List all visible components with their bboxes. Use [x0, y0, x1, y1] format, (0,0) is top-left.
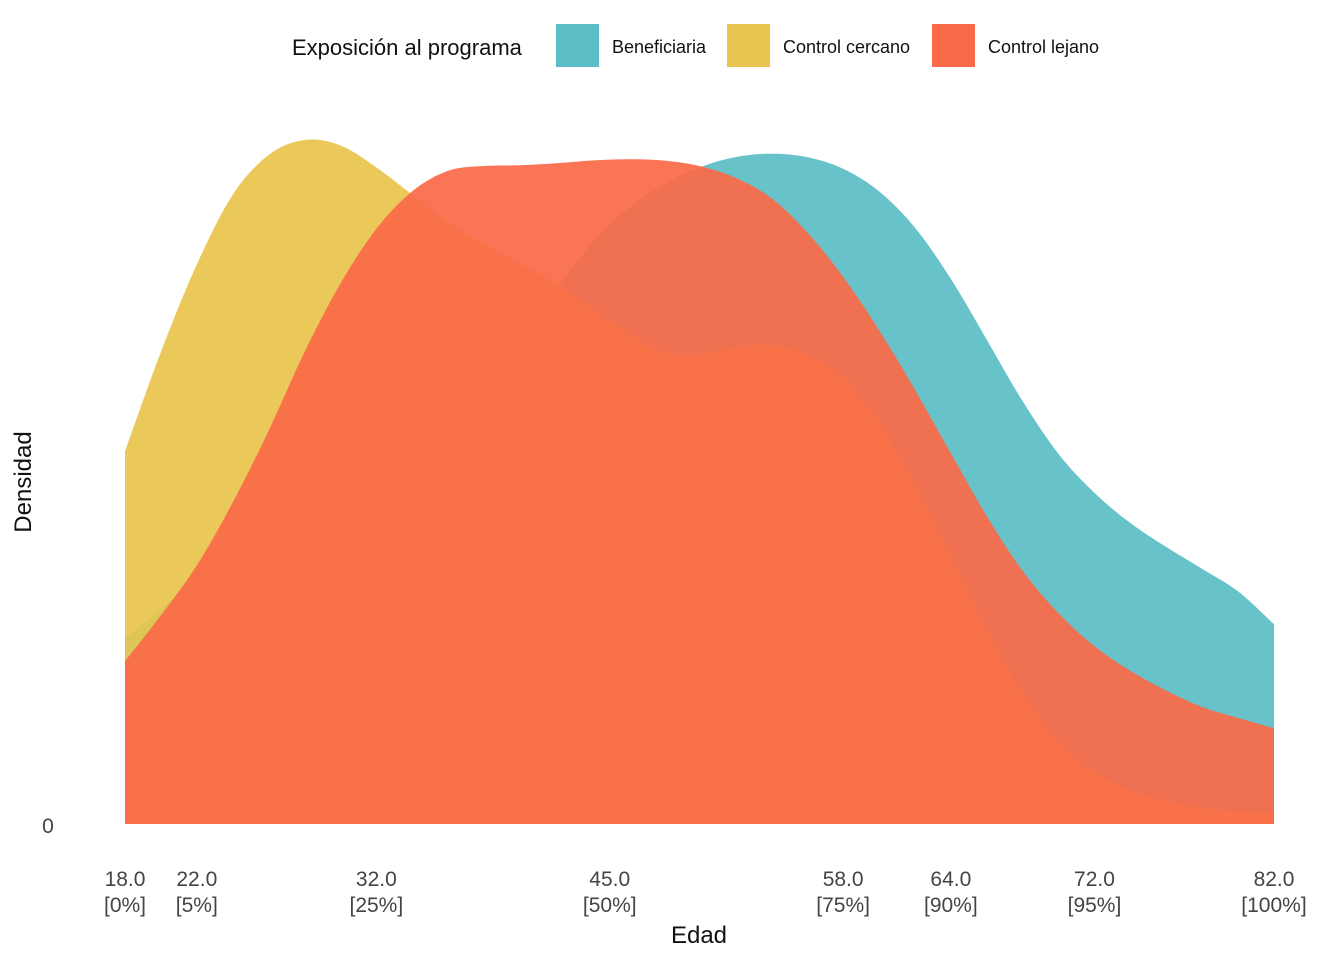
x-tick-label: 58.0	[823, 868, 864, 891]
legend-title: Exposición al programa	[292, 35, 523, 60]
x-tick-label: 22.0	[176, 868, 217, 891]
legend-label-beneficiaria: Beneficiaria	[612, 37, 707, 57]
x-tick-sublabel: [90%]	[924, 894, 978, 917]
legend: Exposición al programa Beneficiaria Cont…	[292, 24, 1099, 67]
legend-label-control-lejano: Control lejano	[988, 37, 1099, 57]
x-tick-label: 45.0	[589, 868, 630, 891]
area-control-lejano	[125, 159, 1274, 824]
y-tick-label-0: 0	[42, 815, 54, 838]
x-axis-title: Edad	[671, 922, 727, 949]
legend-label-control-cercano: Control cercano	[783, 37, 910, 57]
x-tick-sublabel: [0%]	[104, 894, 146, 917]
x-tick-label: 64.0	[930, 868, 971, 891]
x-tick-sublabel: [95%]	[1068, 894, 1122, 917]
x-tick-label: 18.0	[105, 868, 146, 891]
x-tick-sublabel: [50%]	[583, 894, 637, 917]
plot-area	[125, 139, 1274, 824]
x-axis-ticks: 18.0 [0%] 22.0 [5%] 32.0 [25%] 45.0 [50%] 58.0 [7…	[104, 868, 1307, 917]
x-tick-sublabel: [100%]	[1241, 894, 1306, 917]
x-tick-sublabel: [75%]	[816, 894, 870, 917]
y-axis-title: Densidad	[10, 431, 37, 532]
x-tick-sublabel: [25%]	[349, 894, 403, 917]
x-tick-label: 72.0	[1074, 868, 1115, 891]
legend-swatch-beneficiaria	[556, 24, 599, 67]
x-tick-sublabel: [5%]	[176, 894, 218, 917]
legend-swatch-control-cercano	[727, 24, 770, 67]
x-tick-label: 32.0	[356, 868, 397, 891]
legend-swatch-control-lejano	[932, 24, 975, 67]
x-tick-label: 82.0	[1254, 868, 1295, 891]
